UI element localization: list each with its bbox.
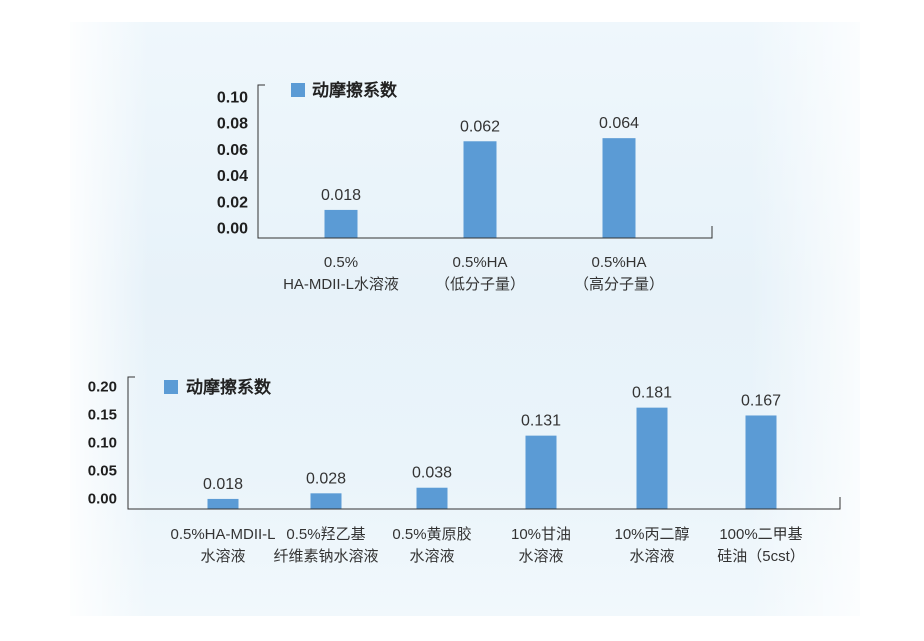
bar: [525, 435, 557, 509]
y-tick-label: 0.04: [217, 168, 248, 185]
x-category-label: 0.5%羟乙基: [286, 526, 365, 543]
bar: [207, 498, 239, 509]
legend-swatch: [291, 83, 305, 97]
bar: [310, 493, 342, 509]
y-tick-label: 0.05: [88, 463, 117, 480]
y-tick-label: 0.10: [217, 90, 248, 107]
bar: [636, 407, 668, 509]
data-label: 0.062: [460, 118, 500, 135]
data-label: 0.181: [632, 385, 672, 402]
x-category-label: 水溶液: [409, 548, 454, 565]
bar: [463, 141, 497, 238]
x-category-label: HA-MDII-L水溶液: [283, 276, 399, 293]
x-category-label: 0.5%HA: [591, 254, 646, 271]
y-tick-label: 0.06: [217, 142, 248, 159]
bar: [602, 138, 636, 238]
y-tick-label: 0.00: [217, 221, 248, 238]
bar-series: [207, 407, 777, 509]
x-category-label: 水溶液: [200, 548, 245, 565]
x-category-label: （高分子量）: [574, 276, 664, 293]
chart-friction-ha-samples: 0.00 0.02 0.04 0.06 0.08 0.10 0.018 0.062 0.064…: [217, 80, 713, 293]
x-category-label: 0.5%: [324, 254, 358, 271]
bar-series: [324, 138, 636, 238]
x-axis-category-labels: 0.5% HA-MDII-L水溶液 0.5%HA （低分子量） 0.5%HA （高分子量）: [283, 254, 664, 293]
x-category-label: 0.5%HA-MDII-L: [170, 526, 275, 543]
chart-background-panel: [70, 22, 860, 616]
y-axis-tick-labels: 0.00 0.02 0.04 0.06 0.08 0.10: [217, 90, 248, 238]
x-category-label: 10%甘油: [511, 526, 571, 543]
data-labels: 0.018 0.028 0.038 0.131 0.181 0.167: [203, 385, 781, 493]
y-tick-label: 0.20: [88, 379, 117, 396]
x-category-label: 0.5%黄原胶: [392, 526, 471, 543]
bar: [416, 487, 448, 509]
axis-lines: [127, 376, 841, 510]
data-label: 0.028: [306, 470, 346, 487]
data-label: 0.038: [412, 465, 452, 482]
x-category-label: 水溶液: [518, 548, 563, 565]
y-axis-tick-labels: 0.00 0.05 0.10 0.15 0.20: [88, 379, 117, 508]
data-label: 0.167: [741, 392, 781, 409]
data-label: 0.018: [203, 476, 243, 493]
bar: [324, 209, 358, 238]
y-tick-label: 0.08: [217, 116, 248, 133]
x-category-label: 10%丙二醇: [614, 526, 689, 543]
y-tick-label: 0.15: [88, 407, 117, 424]
chart-friction-solution-comparison: 0.00 0.05 0.10 0.15 0.20 0.018 0.028 0.038 0.13…: [88, 376, 841, 565]
x-category-label: 硅油（5cst）: [717, 548, 805, 565]
data-labels: 0.018 0.062 0.064: [321, 115, 639, 204]
data-label: 0.064: [599, 115, 639, 132]
axis-lines: [257, 84, 713, 239]
data-label: 0.131: [521, 413, 561, 430]
legend-swatch: [164, 380, 178, 394]
x-category-label: （低分子量）: [435, 276, 525, 293]
x-category-label: 纤维素钠水溶液: [273, 548, 378, 565]
y-tick-label: 0.10: [88, 435, 117, 452]
legend-label: 动摩擦系数: [186, 377, 272, 397]
data-label: 0.018: [321, 187, 361, 204]
x-category-label: 水溶液: [629, 548, 674, 565]
x-category-label: 0.5%HA: [452, 254, 507, 271]
y-tick-label: 0.02: [217, 194, 248, 211]
x-category-label: 100%二甲基: [719, 526, 802, 543]
legend-label: 动摩擦系数: [312, 80, 398, 100]
y-tick-label: 0.00: [88, 491, 117, 508]
x-axis-category-labels: 0.5%HA-MDII-L水溶液0.5%羟乙基纤维素钠水溶液0.5%黄原胶水溶液…: [170, 526, 804, 565]
bar: [745, 415, 777, 509]
